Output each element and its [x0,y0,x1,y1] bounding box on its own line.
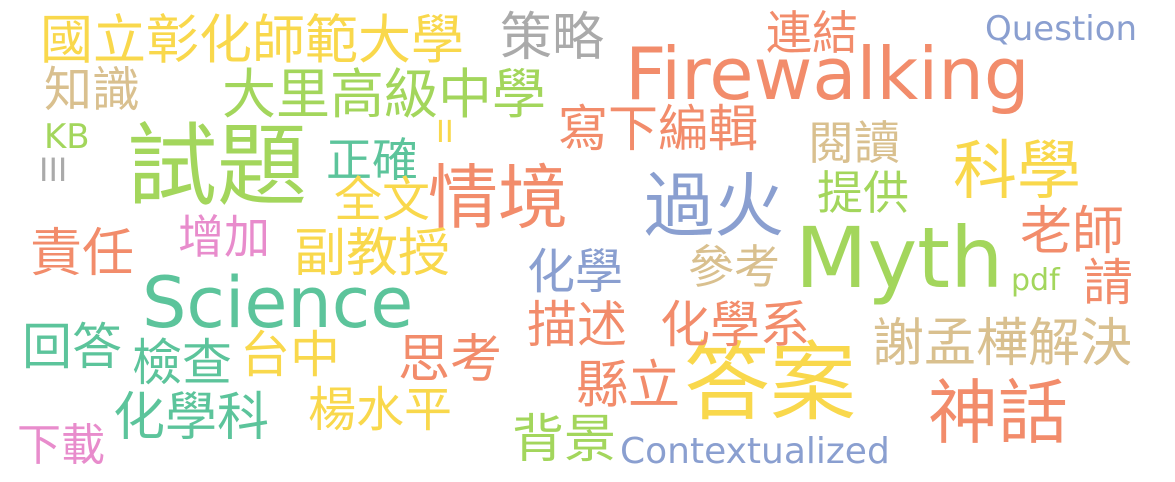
word-myth: Myth [795,209,1004,307]
word-dali: 大里高級中學 [222,63,546,126]
word-fujiaoshou: 副教授 [294,224,451,284]
word-celue: 策略 [500,8,605,68]
word-question: Question [985,9,1138,49]
word-taizhong: 台中 [240,326,340,384]
word-iii: III [39,151,68,189]
word-xianli: 縣立 [576,356,681,416]
word-daan: 答案 [684,333,856,433]
word-zhengque: 正確 [326,133,418,187]
word-qing: 請 [1083,254,1133,312]
word-huaxuexi: 化學系 [660,296,810,354]
word-firewalking: Firewalking [625,32,1030,116]
word-huida: 回答 [22,318,122,376]
word-ncue: 國立彰化師範大學 [40,10,464,71]
word-beijing: 背景 [512,410,617,470]
word-pdf: pdf [1011,263,1060,298]
word-zeren: 責任 [30,224,135,284]
word-jiancha: 檢查 [132,334,232,392]
word-laoshi: 老師 [1020,202,1125,262]
word-contextualized: Contextualized [620,431,890,472]
word-zhishi: 知識 [44,62,141,118]
word-guohuo: 過火 [644,165,784,247]
word-miaoshu: 描述 [527,296,627,354]
word-shenhua: 神話 [928,372,1068,454]
word-lianjie: 連結 [766,6,858,60]
word-sikao: 思考 [398,330,503,390]
word-kb: KB [44,117,90,157]
word-ii: II [436,115,454,150]
word-quanwen: 全文 [334,172,431,228]
word-huaxueke: 化學科 [113,388,270,448]
word-science: Science [142,262,414,344]
word-xiazai: 下載 [17,420,105,471]
word-yang: 楊水平 [308,382,453,438]
word-xiexia: 寫下編輯 [558,100,758,158]
word-cankao: 參考 [688,240,780,294]
word-yuedu: 閱讀 [808,116,900,170]
word-tigong: 提供 [817,166,909,220]
word-shiti: 試題 [127,114,307,219]
word-xie: 謝孟樺解決 [872,314,1133,374]
word-zengjia: 增加 [178,210,270,264]
word-qingjing: 情境 [428,157,568,239]
word-huaxue: 化學 [527,244,624,300]
word-kexue: 科學 [953,135,1081,209]
